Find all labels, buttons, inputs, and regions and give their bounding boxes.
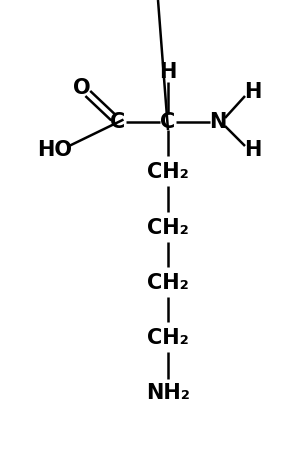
Text: H: H (159, 62, 177, 82)
Text: O: O (73, 78, 91, 98)
Text: CH₂: CH₂ (147, 328, 189, 348)
Text: N: N (209, 112, 227, 132)
Text: C: C (110, 112, 126, 132)
Text: NH₂: NH₂ (146, 383, 190, 403)
Text: CH₂: CH₂ (147, 218, 189, 238)
Text: C: C (160, 112, 175, 132)
Text: HO: HO (38, 140, 73, 160)
Text: CH₂: CH₂ (147, 162, 189, 182)
Text: H: H (244, 140, 262, 160)
Text: H: H (244, 82, 262, 102)
Text: CH₂: CH₂ (147, 273, 189, 293)
